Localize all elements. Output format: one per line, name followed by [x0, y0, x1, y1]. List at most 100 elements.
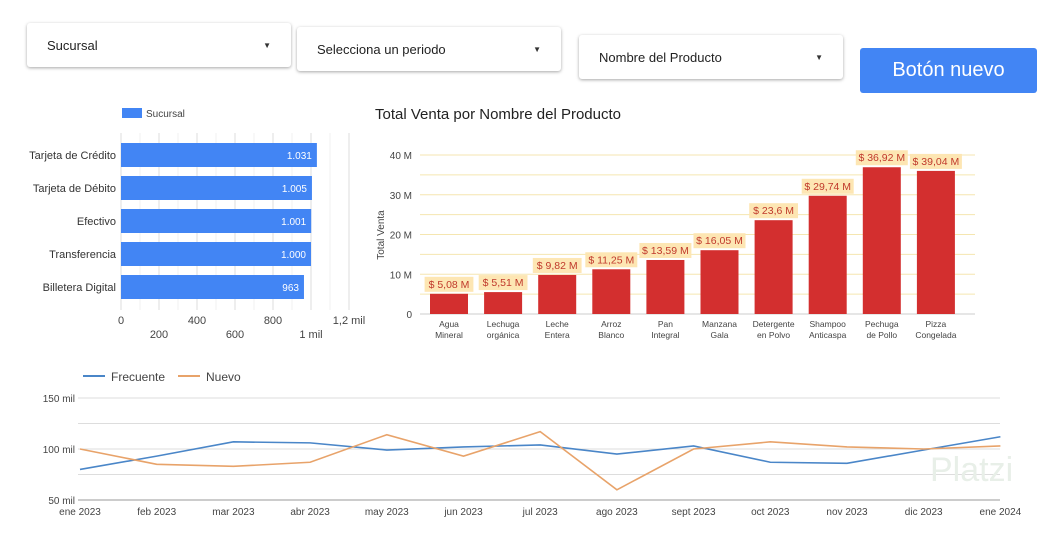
data-label-bg — [855, 150, 908, 166]
category-label: Detergente — [753, 319, 795, 329]
x-tick-label: may 2023 — [365, 507, 409, 518]
category-label: Pechuga — [865, 319, 899, 329]
category-label: Shampoo — [810, 319, 847, 329]
x-tick-label: jul 2023 — [522, 507, 558, 518]
category-label: Arroz — [601, 319, 621, 329]
x-tick-label: sept 2023 — [672, 507, 716, 518]
data-label: $ 16,05 M — [696, 235, 743, 247]
data-label: $ 23,6 M — [753, 205, 794, 217]
data-label-bg — [585, 252, 638, 268]
category-label: Gala — [711, 330, 729, 340]
data-label-bg — [909, 153, 962, 169]
category-label: Blanco — [598, 330, 624, 340]
category-label: orgánica — [487, 330, 520, 340]
series-line-nuevo — [79, 430, 1001, 491]
category-label: Congelada — [915, 330, 956, 340]
data-label: $ 29,74 M — [804, 181, 851, 193]
data-label: $ 9,82 M — [537, 260, 578, 272]
data-label: 1.031 — [287, 151, 312, 162]
x-tick-label: 1 mil — [299, 329, 322, 341]
bar — [121, 242, 311, 266]
x-tick-label: 400 — [188, 315, 206, 327]
bar — [754, 220, 793, 314]
data-label: $ 39,04 M — [913, 156, 960, 168]
legend-label: Frecuente — [111, 370, 165, 384]
data-label-bg — [424, 276, 474, 292]
category-label: Pan — [658, 319, 673, 329]
x-tick-label: 200 — [150, 329, 168, 341]
category-label: Transferencia — [49, 249, 117, 261]
data-label: 963 — [282, 283, 299, 294]
dropdown-label: Selecciona un periodo — [317, 41, 446, 57]
category-label: Pizza — [926, 319, 947, 329]
category-label: Efectivo — [77, 216, 116, 228]
legend-swatch — [122, 108, 142, 118]
bar — [646, 259, 685, 314]
category-label: Tarjeta de Crédito — [29, 150, 116, 162]
data-label: 1.001 — [281, 217, 306, 228]
caret-down-icon: ▼ — [263, 40, 271, 50]
bar — [430, 293, 468, 314]
bar — [121, 176, 312, 200]
platzi-watermark: Platzi — [930, 451, 1014, 489]
data-label: $ 5,51 M — [483, 277, 524, 289]
category-label: en Polvo — [757, 330, 790, 340]
data-label-bg — [639, 242, 692, 258]
x-tick-label: 600 — [226, 329, 244, 341]
y-tick-label: 30 M — [390, 191, 412, 202]
caret-down-icon: ▼ — [533, 44, 541, 54]
bar — [862, 167, 901, 314]
x-tick-label: jun 2023 — [443, 507, 483, 518]
bar — [916, 170, 955, 314]
category-label: Billetera Digital — [43, 282, 116, 294]
x-tick-label: ago 2023 — [596, 507, 638, 518]
x-tick-label: feb 2023 — [137, 507, 176, 518]
data-label-bg — [532, 257, 582, 273]
category-label: Mineral — [435, 330, 463, 340]
category-label: Anticaspa — [809, 330, 847, 340]
data-label: $ 36,92 M — [858, 152, 905, 164]
series-line-frecuente — [79, 435, 1001, 471]
producto-dropdown[interactable]: Nombre del Producto ▼ — [579, 35, 843, 79]
category-label: Leche — [546, 319, 569, 329]
x-tick-label: nov 2023 — [826, 507, 868, 518]
category-label: de Pollo — [866, 330, 897, 340]
data-label-bg — [749, 203, 798, 219]
new-button[interactable]: Botón nuevo — [860, 48, 1037, 93]
x-tick-label: mar 2023 — [212, 507, 255, 518]
category-label: Manzana — [702, 319, 737, 329]
bar — [484, 292, 523, 314]
category-label: Agua — [439, 319, 459, 329]
category-label: Integral — [651, 330, 679, 340]
x-tick-label: abr 2023 — [290, 507, 330, 518]
data-label: $ 5,08 M — [429, 279, 470, 291]
category-label: Lechuga — [487, 319, 520, 329]
category-label: Tarjeta de Débito — [33, 183, 116, 195]
data-label: $ 11,25 M — [588, 254, 634, 266]
legend-label: Nuevo — [206, 370, 241, 384]
y-tick-label: 10 M — [390, 270, 412, 281]
data-label: 1.000 — [281, 250, 306, 261]
y-tick-label: 50 mil — [48, 496, 75, 507]
y-tick-label: 20 M — [390, 231, 412, 242]
x-tick-label: ene 2024 — [980, 507, 1022, 518]
periodo-dropdown[interactable]: Selecciona un periodo ▼ — [297, 27, 561, 71]
x-tick-label: ene 2023 — [59, 507, 101, 518]
sucursal-dropdown[interactable]: Sucursal ▼ — [27, 23, 291, 67]
bar — [121, 209, 312, 233]
x-tick-label: 1,2 mil — [333, 315, 365, 327]
data-label: $ 13,59 M — [642, 245, 689, 257]
y-tick-label: 150 mil — [43, 394, 75, 405]
bar — [808, 195, 847, 314]
y-tick-label: 0 — [406, 310, 412, 321]
data-label-bg — [801, 178, 854, 194]
bar — [700, 250, 739, 314]
data-label-bg — [478, 275, 528, 291]
bar — [121, 275, 304, 299]
y-axis-title: Total Venta — [376, 210, 387, 260]
x-tick-label: 800 — [264, 315, 282, 327]
bar — [121, 143, 317, 167]
dropdown-label: Nombre del Producto — [599, 49, 722, 65]
caret-down-icon: ▼ — [815, 52, 823, 62]
